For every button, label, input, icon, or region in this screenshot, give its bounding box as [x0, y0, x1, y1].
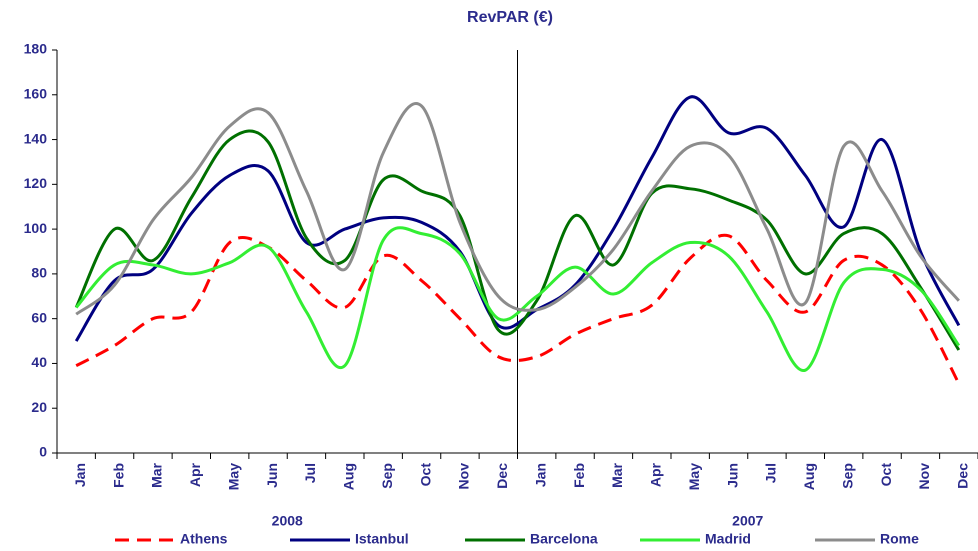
x-tick-label: Dec	[494, 463, 510, 489]
x-tick-label: Jan	[72, 463, 88, 487]
x-tick-label: Aug	[801, 463, 817, 490]
legend-label: Barcelona	[530, 531, 598, 547]
x-tick-label: Aug	[341, 463, 357, 490]
x-tick-label: Oct	[417, 463, 433, 487]
legend-label: Rome	[880, 531, 919, 547]
x-group-label: 2007	[732, 513, 763, 529]
x-tick-label: Jul	[763, 463, 779, 483]
legend-label: Athens	[180, 531, 228, 547]
y-tick-label: 160	[24, 85, 48, 101]
series-line	[75, 233, 961, 385]
series-line	[75, 102, 960, 316]
y-tick-label: 140	[24, 130, 48, 146]
y-tick-label: 0	[39, 444, 47, 460]
x-tick-label: Nov	[916, 463, 932, 490]
x-tick-label: May	[686, 463, 702, 490]
x-tick-label: Apr	[187, 462, 203, 487]
x-tick-label: Sep	[839, 463, 855, 489]
x-tick-label: Apr	[648, 462, 664, 487]
x-tick-label: Feb	[110, 463, 126, 488]
x-group-label: 2008	[272, 513, 303, 529]
y-tick-label: 20	[31, 399, 47, 415]
chart-title: RevPAR (€)	[467, 9, 553, 26]
y-tick-label: 100	[24, 220, 48, 236]
x-tick-label: Jun	[264, 463, 280, 488]
legend-label: Istanbul	[355, 531, 409, 547]
y-tick-label: 180	[24, 41, 48, 57]
x-tick-label: Sep	[379, 463, 395, 489]
x-tick-label: Jul	[302, 463, 318, 483]
x-tick-label: Nov	[456, 463, 472, 490]
y-tick-label: 40	[31, 354, 47, 370]
legend-label: Madrid	[705, 531, 751, 547]
y-tick-label: 60	[31, 309, 47, 325]
x-tick-label: Dec	[955, 463, 971, 489]
x-tick-label: Jun	[724, 463, 740, 488]
x-tick-label: Mar	[149, 462, 165, 487]
y-tick-label: 120	[24, 175, 48, 191]
x-tick-label: Jan	[532, 463, 548, 487]
series-line	[74, 129, 961, 351]
x-tick-label: May	[225, 463, 241, 490]
y-tick-label: 80	[31, 265, 47, 281]
series-line	[75, 226, 961, 372]
x-tick-label: Feb	[571, 463, 587, 488]
x-tick-label: Mar	[609, 462, 625, 487]
x-tick-label: Oct	[878, 463, 894, 487]
